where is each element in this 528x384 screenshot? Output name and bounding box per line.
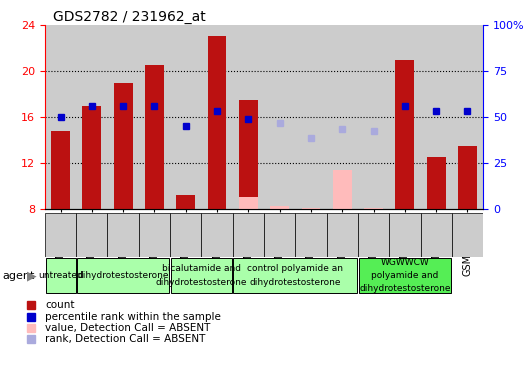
Bar — [239, 100, 258, 209]
Text: control polyamide an: control polyamide an — [247, 265, 343, 273]
Bar — [359, 258, 451, 293]
Bar — [420, 213, 452, 257]
Bar — [264, 213, 295, 257]
Text: ▶: ▶ — [27, 269, 37, 282]
Bar — [45, 258, 76, 293]
Text: value, Detection Call = ABSENT: value, Detection Call = ABSENT — [45, 323, 211, 333]
Bar — [458, 146, 477, 209]
Bar — [77, 258, 169, 293]
Text: GDS2782 / 231962_at: GDS2782 / 231962_at — [53, 10, 205, 23]
Text: rank, Detection Call = ABSENT: rank, Detection Call = ABSENT — [45, 334, 206, 344]
Bar — [108, 213, 139, 257]
Bar — [82, 106, 101, 209]
Bar — [333, 170, 352, 209]
Bar — [171, 258, 232, 293]
Bar — [301, 208, 320, 209]
Text: agent: agent — [3, 270, 35, 281]
Bar — [270, 206, 289, 209]
Text: polyamide and: polyamide and — [371, 271, 439, 280]
Bar — [389, 213, 420, 257]
Bar — [427, 157, 446, 209]
Bar — [145, 65, 164, 209]
Bar — [295, 213, 327, 257]
Text: untreated: untreated — [38, 271, 83, 280]
Bar — [233, 258, 357, 293]
Bar — [176, 195, 195, 209]
Bar — [208, 36, 227, 209]
Text: dihydrotestosterone: dihydrotestosterone — [359, 284, 450, 293]
Bar — [51, 131, 70, 209]
Bar — [139, 213, 170, 257]
Bar — [201, 213, 233, 257]
Text: WGWWCW: WGWWCW — [381, 258, 429, 267]
Bar — [364, 208, 383, 209]
Bar — [239, 197, 258, 209]
Bar — [45, 213, 76, 257]
Text: dihydrotestosterone: dihydrotestosterone — [156, 278, 247, 286]
Text: dihydrotestosterone: dihydrotestosterone — [78, 271, 169, 280]
Bar — [358, 213, 389, 257]
Bar — [452, 213, 483, 257]
Bar — [327, 213, 358, 257]
Bar — [114, 83, 133, 209]
Bar — [76, 213, 108, 257]
Text: count: count — [45, 300, 75, 310]
Text: percentile rank within the sample: percentile rank within the sample — [45, 311, 221, 322]
Bar — [170, 213, 201, 257]
Text: dihydrotestosterone: dihydrotestosterone — [250, 278, 341, 286]
Bar — [233, 213, 264, 257]
Text: bicalutamide and: bicalutamide and — [162, 265, 241, 273]
Bar — [395, 60, 414, 209]
